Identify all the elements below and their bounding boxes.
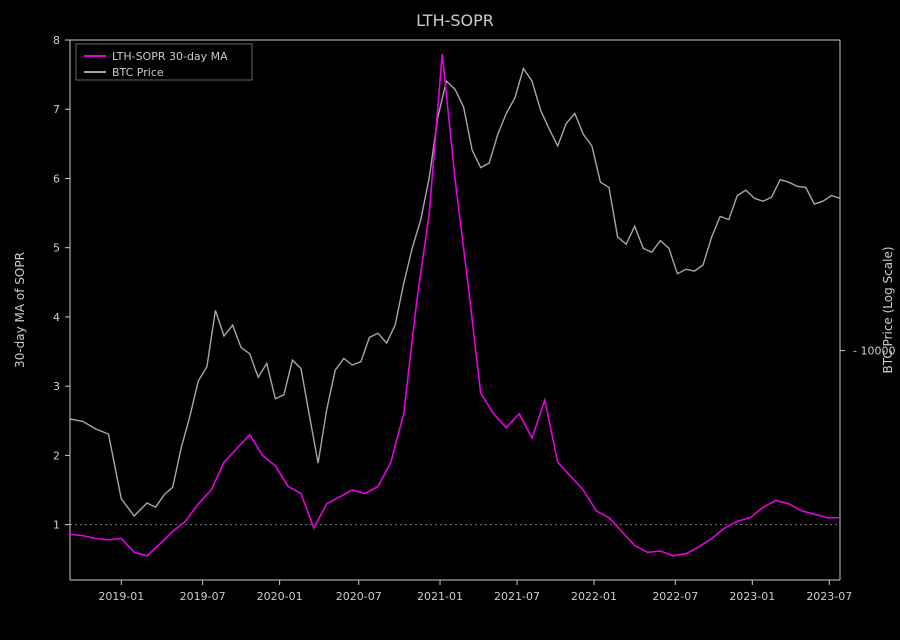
x-tick-label: 2023-07 [806, 590, 852, 603]
y-left-tick-label: 2 [53, 449, 60, 462]
lth-sopr-chart: LTH-SOPR1234567830-day MA of SOPR- 10000… [0, 0, 900, 640]
x-tick-label: 2019-07 [180, 590, 226, 603]
x-tick-label: 2020-07 [336, 590, 382, 603]
chart-title: LTH-SOPR [416, 11, 494, 30]
y-left-tick-label: 4 [53, 311, 60, 324]
y-left-tick-label: 7 [53, 103, 60, 116]
y-left-tick-label: 5 [53, 242, 60, 255]
legend-label: LTH-SOPR 30-day MA [112, 50, 228, 63]
chart-bg [0, 0, 900, 640]
y-left-tick-label: 3 [53, 380, 60, 393]
y-left-tick-label: 8 [53, 34, 60, 47]
y-right-label: BTC Price (Log Scale) [881, 246, 895, 373]
x-tick-label: 2022-01 [571, 590, 617, 603]
x-tick-label: 2021-01 [417, 590, 463, 603]
y-left-label: 30-day MA of SOPR [13, 252, 27, 368]
y-left-tick-label: 6 [53, 172, 60, 185]
legend-label: BTC Price [112, 66, 164, 79]
x-tick-label: 2023-01 [729, 590, 775, 603]
x-tick-label: 2021-07 [494, 590, 540, 603]
x-tick-label: 2020-01 [257, 590, 303, 603]
x-tick-label: 2022-07 [652, 590, 698, 603]
x-tick-label: 2019-01 [98, 590, 144, 603]
y-left-tick-label: 1 [53, 519, 60, 532]
